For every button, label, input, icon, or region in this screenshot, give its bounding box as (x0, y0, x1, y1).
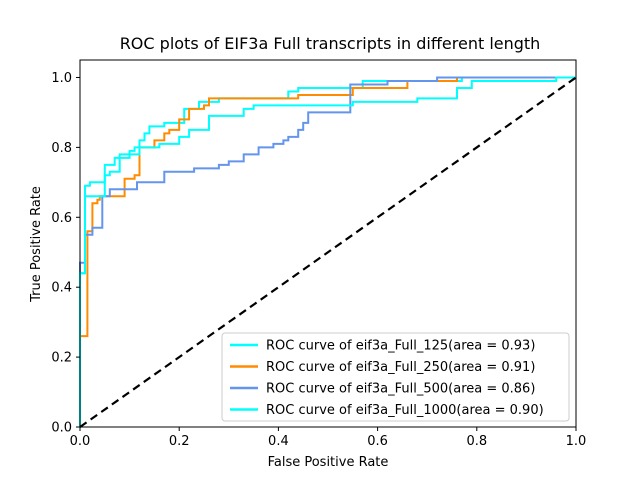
legend-label-3: ROC curve of eif3a_Full_500(area = 0.86) (266, 382, 535, 397)
y-tick-label: 0.0 (51, 421, 72, 436)
x-tick-label: 0.4 (268, 434, 289, 449)
y-tick-label: 0.2 (51, 351, 72, 366)
y-tick-label: 0.6 (51, 211, 72, 226)
legend-label-2: ROC curve of eif3a_Full_250(area = 0.91) (266, 360, 535, 375)
x-tick-label: 1.0 (566, 434, 587, 449)
y-tick-label: 0.4 (51, 281, 72, 296)
x-tick-label: 0.6 (367, 434, 388, 449)
plot-frame (79, 59, 577, 428)
y-tick-label: 0.8 (51, 141, 72, 156)
y-axis-label: True Positive Rate (29, 186, 44, 303)
reference-line (79, 76, 577, 428)
x-tick-label: 0.2 (169, 434, 190, 449)
x-tick-label: 0.8 (466, 434, 487, 449)
x-tick-label: 0.0 (70, 434, 91, 449)
chart-title: ROC plots of EIF3a Full transcripts in d… (120, 34, 541, 53)
x-axis-label: False Positive Rate (268, 455, 389, 470)
y-tick-label: 1.0 (51, 71, 72, 86)
legend-label-4: ROC curve of eif3a_Full_1000(area = 0.90… (266, 403, 544, 418)
axes: 0.0 0.2 0.4 0.6 0.8 1.0 0.0 0.2 0.4 0.6 0.8 1.0 (51, 59, 587, 449)
legend: ROC curve of eif3a_Full_125(area = 0.93)… (221, 332, 570, 422)
series-line-4 (79, 76, 576, 427)
legend-box (221, 332, 570, 422)
legend-label-1: ROC curve of eif3a_Full_125(area = 0.93) (266, 339, 535, 354)
plot-area (79, 76, 577, 428)
series-line-2 (79, 76, 576, 427)
